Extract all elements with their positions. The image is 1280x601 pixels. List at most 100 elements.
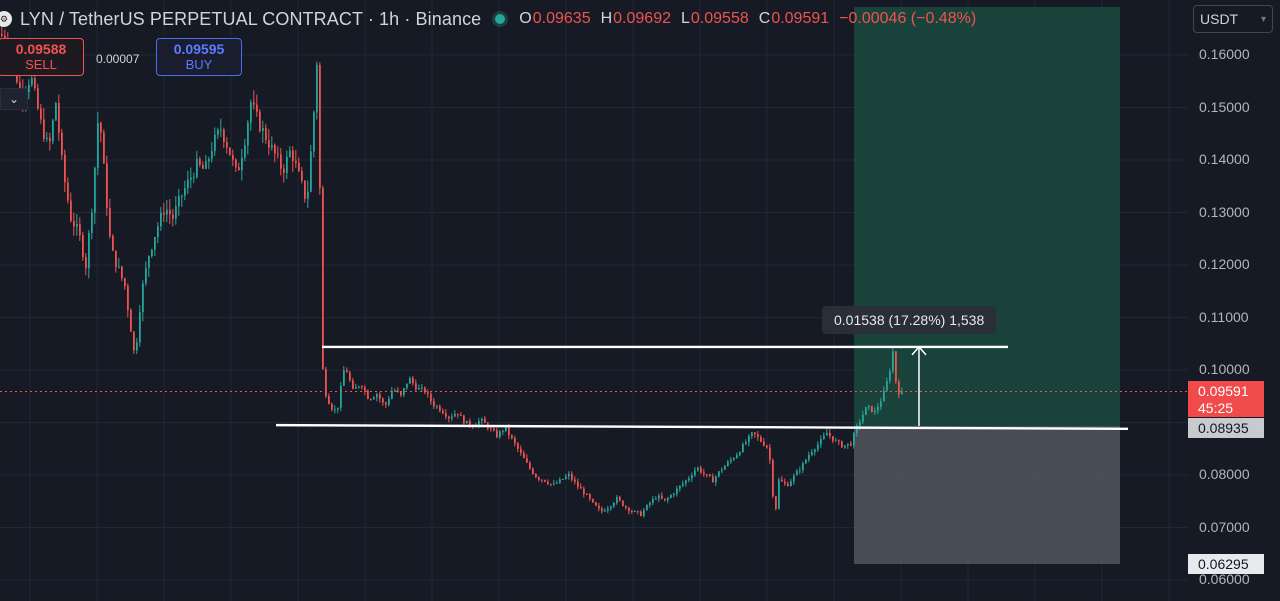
candle-body: [538, 477, 540, 480]
candle-body: [781, 479, 783, 482]
candle-body: [874, 410, 876, 412]
candle-body: [568, 473, 570, 477]
spread-value: 0.00007: [96, 52, 140, 66]
candle-body: [265, 128, 267, 141]
candle-body: [685, 480, 687, 484]
candle-body: [820, 438, 822, 445]
candle-body: [448, 416, 450, 419]
candle-body: [292, 150, 294, 161]
candle-body: [544, 479, 546, 482]
candle-body: [766, 445, 768, 448]
candle-body: [556, 482, 558, 484]
candle-body: [211, 151, 213, 159]
close-value: 0.09591: [771, 10, 830, 27]
candle-body: [94, 167, 96, 213]
support-trendline[interactable]: [275, 423, 1129, 430]
alert-badge-icon[interactable]: ⚙: [0, 11, 12, 27]
candle-body: [409, 378, 411, 384]
candle-body: [55, 102, 57, 121]
candle-body: [814, 449, 816, 452]
candle-body: [727, 461, 729, 466]
candle-body: [415, 383, 417, 390]
candle-body: [658, 495, 660, 499]
candle-body: [835, 440, 837, 442]
candle-body: [886, 381, 888, 391]
candle-body: [451, 416, 453, 419]
candle-body: [604, 510, 606, 512]
candle-body: [328, 396, 330, 404]
chevron-down-icon: ▾: [1260, 13, 1266, 25]
price-label: 0.15000: [1199, 99, 1250, 115]
candle-body: [346, 370, 348, 373]
candle-body: [817, 444, 819, 450]
candle-body: [868, 405, 870, 408]
candle-body: [763, 441, 765, 446]
candle-body: [40, 108, 42, 120]
candle-body: [91, 212, 93, 233]
candle-body: [517, 443, 519, 449]
long-position-loss-zone[interactable]: [854, 426, 1120, 564]
buy-button[interactable]: 0.09595 BUY: [156, 38, 242, 76]
candle-body: [610, 506, 612, 509]
candle-body: [547, 481, 549, 484]
candle-body: [247, 122, 249, 146]
candle-body: [64, 154, 66, 183]
candle-body: [421, 387, 423, 389]
candle-body: [277, 153, 279, 155]
candle-body: [601, 508, 603, 512]
candle-body: [673, 493, 675, 496]
candle-body: [136, 342, 138, 351]
candle-body: [154, 237, 156, 250]
candle-body: [301, 171, 303, 181]
candle-body: [73, 220, 75, 227]
sell-button[interactable]: 0.09588 SELL: [0, 38, 84, 76]
low-value: 0.09558: [690, 10, 749, 27]
candle-body: [574, 479, 576, 482]
symbol-title[interactable]: LYN / TetherUS PERPETUAL CONTRACT · 1h ·…: [20, 8, 482, 29]
candle-body: [490, 428, 492, 430]
candle-body: [124, 278, 126, 287]
candle-body: [157, 226, 159, 238]
candle-body: [805, 459, 807, 464]
candle-body: [790, 481, 792, 487]
candle-body: [625, 506, 627, 508]
candle-body: [850, 443, 852, 446]
currency-selector[interactable]: USDT ▾: [1193, 5, 1273, 33]
candle-body: [865, 407, 867, 415]
measure-arrow[interactable]: [911, 345, 927, 426]
candle-body: [52, 120, 54, 142]
candle-body: [223, 129, 225, 143]
candle-body: [271, 144, 273, 148]
candle-body: [652, 498, 654, 503]
candle-body: [376, 394, 378, 398]
candle-body: [406, 383, 408, 389]
market-open-dot: [495, 14, 506, 24]
collapse-button[interactable]: ⌄: [0, 88, 28, 110]
candle-body: [526, 458, 528, 463]
candle-body: [748, 436, 750, 443]
candle-body: [562, 479, 564, 481]
candle-body: [88, 232, 90, 269]
long-position-profit-zone[interactable]: [854, 7, 1120, 426]
candle-body: [298, 162, 300, 172]
candle-body: [595, 502, 597, 506]
candle-body: [259, 111, 261, 131]
candle-body: [880, 401, 882, 407]
candle-body: [379, 394, 381, 399]
candle-body: [592, 498, 594, 503]
candle-body: [637, 510, 639, 512]
candle-body: [424, 387, 426, 393]
candle-body: [661, 495, 663, 499]
candle-body: [793, 475, 795, 482]
candle-body: [466, 420, 468, 424]
candle-body: [688, 478, 690, 481]
candle-body: [697, 467, 699, 471]
candle-body: [361, 386, 363, 388]
candle-body: [679, 485, 681, 489]
candle-body: [577, 481, 579, 487]
candle-body: [877, 406, 879, 411]
candle-body: [847, 443, 849, 446]
candle-body: [580, 486, 582, 489]
candle-body: [43, 119, 45, 139]
